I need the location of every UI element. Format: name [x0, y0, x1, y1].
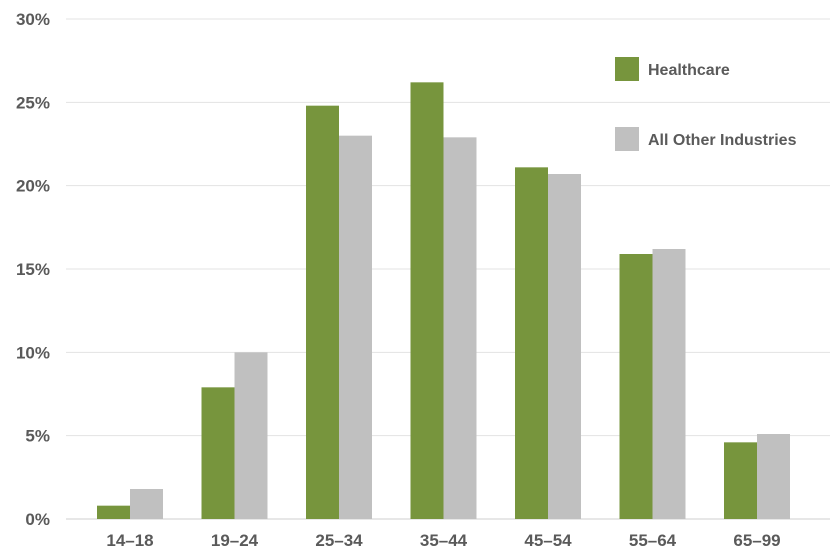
bar-all-other-industries-0	[130, 489, 163, 519]
y-tick-label: 5%	[25, 427, 50, 446]
bar-healthcare-4	[515, 167, 548, 519]
y-tick-label: 20%	[16, 177, 50, 196]
x-tick-label: 14–18	[106, 531, 153, 550]
bar-all-other-industries-2	[339, 136, 372, 519]
x-tick-label: 25–34	[315, 531, 363, 550]
x-axis-tick-labels: 14–18 19–24 25–34 35–44 45–54 55–64 65–99	[106, 531, 780, 550]
bar-healthcare-2	[306, 106, 339, 519]
bar-healthcare-1	[202, 387, 235, 519]
y-tick-label: 15%	[16, 260, 50, 279]
bar-healthcare-0	[97, 506, 130, 519]
y-tick-label: 30%	[16, 10, 50, 29]
x-tick-label: 35–44	[420, 531, 468, 550]
legend-label-healthcare: Healthcare	[648, 62, 730, 79]
bar-all-other-industries-3	[444, 137, 477, 519]
bar-all-other-industries-6	[757, 434, 790, 519]
legend: Healthcare All Other Industries	[615, 57, 797, 151]
y-tick-label: 25%	[16, 93, 50, 112]
legend-label-all-other-industries: All Other Industries	[648, 132, 797, 149]
bar-healthcare-5	[620, 254, 653, 519]
bar-all-other-industries-1	[235, 352, 268, 519]
bar-healthcare-3	[411, 82, 444, 519]
bar-all-other-industries-4	[548, 174, 581, 519]
x-tick-label: 55–64	[629, 531, 677, 550]
legend-swatch-all-other-industries	[615, 127, 639, 151]
y-tick-label: 0%	[25, 510, 50, 529]
bar-healthcare-6	[724, 442, 757, 519]
legend-swatch-healthcare	[615, 57, 639, 81]
x-tick-label: 19–24	[211, 531, 259, 550]
bar-all-other-industries-5	[653, 249, 686, 519]
x-tick-label: 45–54	[524, 531, 572, 550]
y-tick-label: 10%	[16, 343, 50, 362]
x-tick-label: 65–99	[733, 531, 780, 550]
y-axis-tick-labels: 0% 5% 10% 15% 20% 25% 30%	[16, 10, 50, 529]
